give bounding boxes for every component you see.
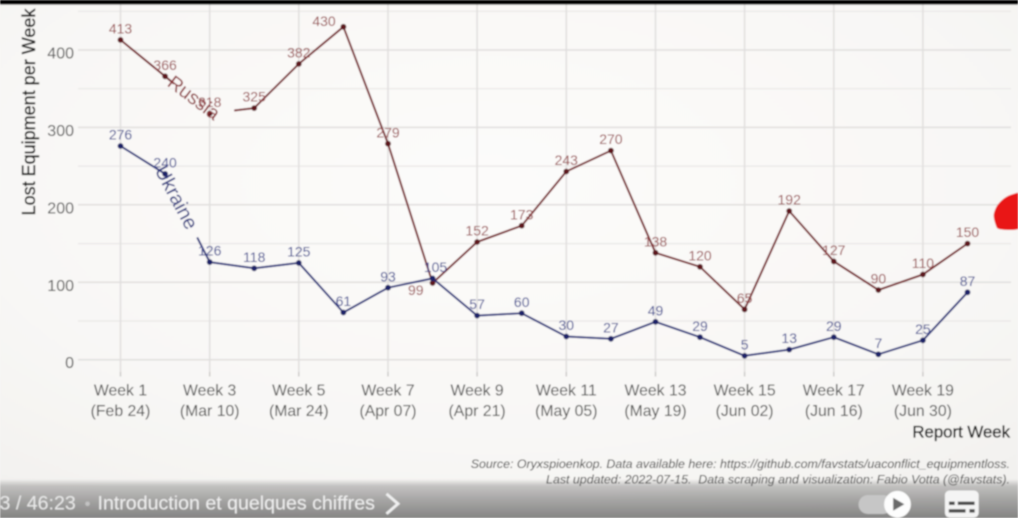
svg-text:93: 93 [380,268,396,284]
svg-text:61: 61 [336,293,352,309]
svg-text:120: 120 [688,247,712,263]
svg-text:173: 173 [510,206,534,222]
svg-text:49: 49 [648,302,664,318]
svg-text:105: 105 [424,259,448,275]
svg-text:(Jun 16): (Jun 16) [805,403,863,420]
svg-text:300: 300 [47,123,74,140]
svg-text:270: 270 [599,131,623,147]
svg-text:118: 118 [243,249,266,265]
svg-text:13: 13 [781,330,797,346]
svg-text:99: 99 [408,282,424,298]
svg-text:Report Week: Report Week [912,422,1010,441]
svg-text:400: 400 [47,46,74,63]
svg-text:279: 279 [376,124,400,140]
svg-text:110: 110 [912,255,935,271]
svg-text:(Mar 10): (Mar 10) [180,403,240,420]
svg-text:150: 150 [956,224,980,240]
svg-text:240: 240 [153,155,177,171]
svg-text:(Jun 30): (Jun 30) [894,403,952,420]
svg-text:Source: Oryxspioenkop. Data av: Source: Oryxspioenkop. Data available he… [471,457,1010,471]
svg-text:318: 318 [198,94,222,110]
svg-text:60: 60 [514,294,530,310]
svg-text:Week 1: Week 1 [94,383,147,400]
svg-text:(May 05): (May 05) [535,403,597,420]
svg-text:27: 27 [603,319,619,335]
svg-text:(May 19): (May 19) [624,403,686,420]
svg-text:430: 430 [312,13,336,29]
svg-text:29: 29 [826,318,842,334]
svg-text:200: 200 [47,200,74,217]
svg-text:100: 100 [47,278,74,295]
svg-text:(Apr 07): (Apr 07) [359,403,416,420]
svg-text:Lost Equipment per Week: Lost Equipment per Week [19,8,39,216]
svg-text:127: 127 [822,242,846,258]
svg-text:87: 87 [960,273,976,289]
svg-text:Week 5: Week 5 [272,383,325,400]
svg-text:Introduction et quelques chiff: Introduction et quelques chiffres [98,492,376,514]
svg-text:Week 17: Week 17 [803,383,865,400]
svg-text:30: 30 [559,317,575,333]
svg-text:382: 382 [287,45,311,61]
svg-text:Week 19: Week 19 [892,383,954,400]
svg-text:Week 15: Week 15 [714,383,776,400]
svg-text:Week 3: Week 3 [183,383,236,400]
svg-text:57: 57 [469,296,485,312]
svg-text:276: 276 [109,127,133,143]
svg-text:413: 413 [109,21,133,37]
svg-text:125: 125 [287,244,311,260]
svg-text:152: 152 [465,223,489,239]
svg-text:366: 366 [153,57,177,73]
svg-text:Week 7: Week 7 [361,383,414,400]
svg-text:138: 138 [644,233,668,249]
svg-text:325: 325 [243,89,267,105]
svg-text:0: 0 [65,355,74,372]
svg-text:Week 11: Week 11 [536,383,597,400]
svg-text:Week 9: Week 9 [450,383,503,400]
svg-text:(Mar 24): (Mar 24) [269,403,329,420]
svg-text:3 / 46:23: 3 / 46:23 [0,492,76,514]
svg-text:Week 13: Week 13 [624,383,686,400]
svg-text:(Apr 21): (Apr 21) [449,403,506,420]
svg-text:126: 126 [198,243,222,259]
svg-text:5: 5 [741,336,749,352]
svg-text:25: 25 [915,321,931,337]
svg-text:(Jun 02): (Jun 02) [716,403,774,420]
svg-text:65: 65 [737,290,753,306]
svg-text:29: 29 [692,318,708,334]
svg-text:243: 243 [555,152,579,168]
svg-text:90: 90 [871,271,887,287]
svg-text:7: 7 [875,335,883,351]
svg-text:192: 192 [778,192,802,208]
svg-text:(Feb 24): (Feb 24) [91,403,151,420]
